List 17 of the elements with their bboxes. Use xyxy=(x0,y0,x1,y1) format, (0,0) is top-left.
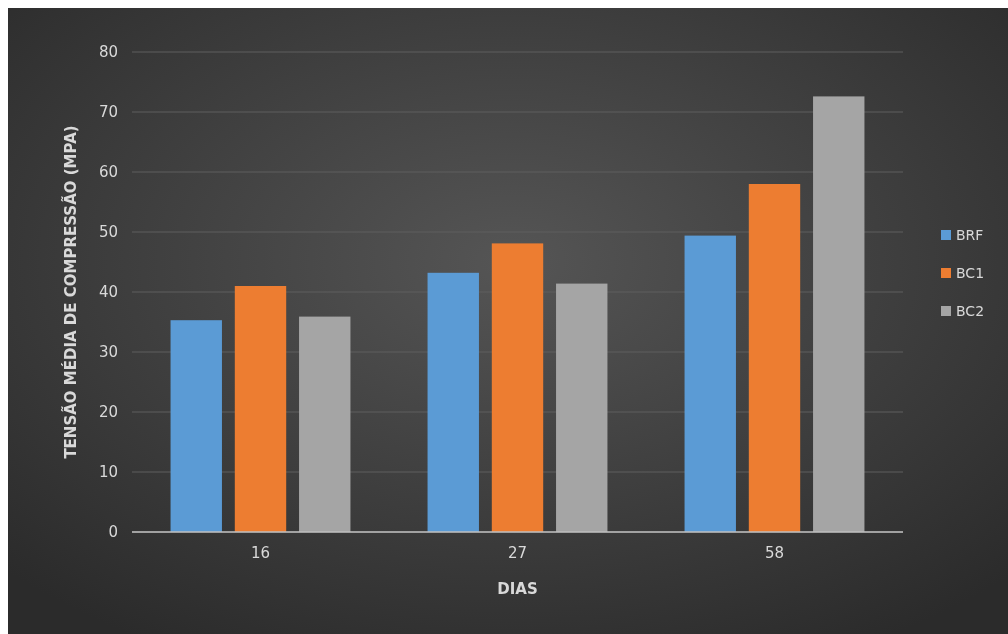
legend-label: BRF xyxy=(956,226,984,243)
y-tick-label: 20 xyxy=(98,403,118,422)
y-tick-label: 40 xyxy=(98,283,118,302)
x-tick-label: 16 xyxy=(250,544,271,562)
y-tick-label: 30 xyxy=(98,343,118,362)
y-tick-label: 10 xyxy=(98,463,118,482)
y-tick-label: 0 xyxy=(108,523,118,542)
x-axis-title: DIAS xyxy=(497,580,538,598)
y-tick-label: 60 xyxy=(98,163,118,182)
y-axis-title: TENSÃO MÉDIA DE COMPRESSÃO (MPA) xyxy=(61,125,80,459)
y-tick-label: 50 xyxy=(98,223,118,242)
y-tick-label: 80 xyxy=(98,43,118,62)
x-tick-label: 27 xyxy=(507,544,528,562)
y-tick-label: 70 xyxy=(98,103,118,122)
legend-label: BC2 xyxy=(956,302,985,319)
x-tick-label: 58 xyxy=(764,544,785,562)
legend-label: BC1 xyxy=(956,264,985,281)
